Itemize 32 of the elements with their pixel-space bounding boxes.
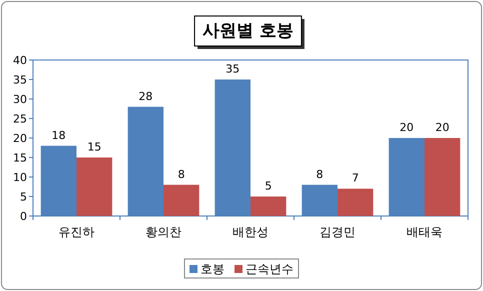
x-tick-label: 배태욱	[406, 225, 442, 239]
chart-title: 사원별 호봉	[202, 21, 294, 41]
y-tick-label: 25	[13, 112, 27, 126]
data-label: 15	[87, 140, 102, 154]
bar	[76, 158, 112, 216]
legend-label: 호봉	[200, 262, 224, 276]
data-label: 35	[226, 62, 240, 76]
data-label: 20	[400, 121, 414, 134]
x-tick-label: 배한성	[232, 225, 268, 239]
y-tick-label: 35	[13, 74, 27, 86]
y-tick-label: 5	[20, 190, 27, 204]
x-tick-label: 황의찬	[146, 225, 182, 239]
y-tick-label: 20	[13, 132, 27, 145]
bar	[250, 196, 286, 216]
y-tick-label: 40	[13, 54, 27, 67]
data-label: 7	[352, 172, 359, 185]
legend-label: 근속년수	[246, 262, 294, 276]
data-label: 8	[178, 168, 185, 181]
x-tick-label: 유진하	[58, 225, 94, 239]
bar	[164, 184, 200, 216]
data-label: 5	[264, 180, 272, 192]
x-tick-label: 김경민	[320, 225, 356, 239]
data-label: 20	[435, 121, 450, 134]
bar	[338, 188, 374, 216]
data-label: 18	[52, 128, 66, 142]
y-tick-label: 10	[13, 171, 27, 184]
bar	[424, 138, 460, 216]
y-tick-label: 15	[13, 152, 27, 164]
data-label: 28	[138, 90, 153, 103]
data-label: 8	[316, 168, 324, 181]
y-tick-label: 0	[20, 210, 27, 223]
y-tick-label: 30	[13, 93, 27, 106]
